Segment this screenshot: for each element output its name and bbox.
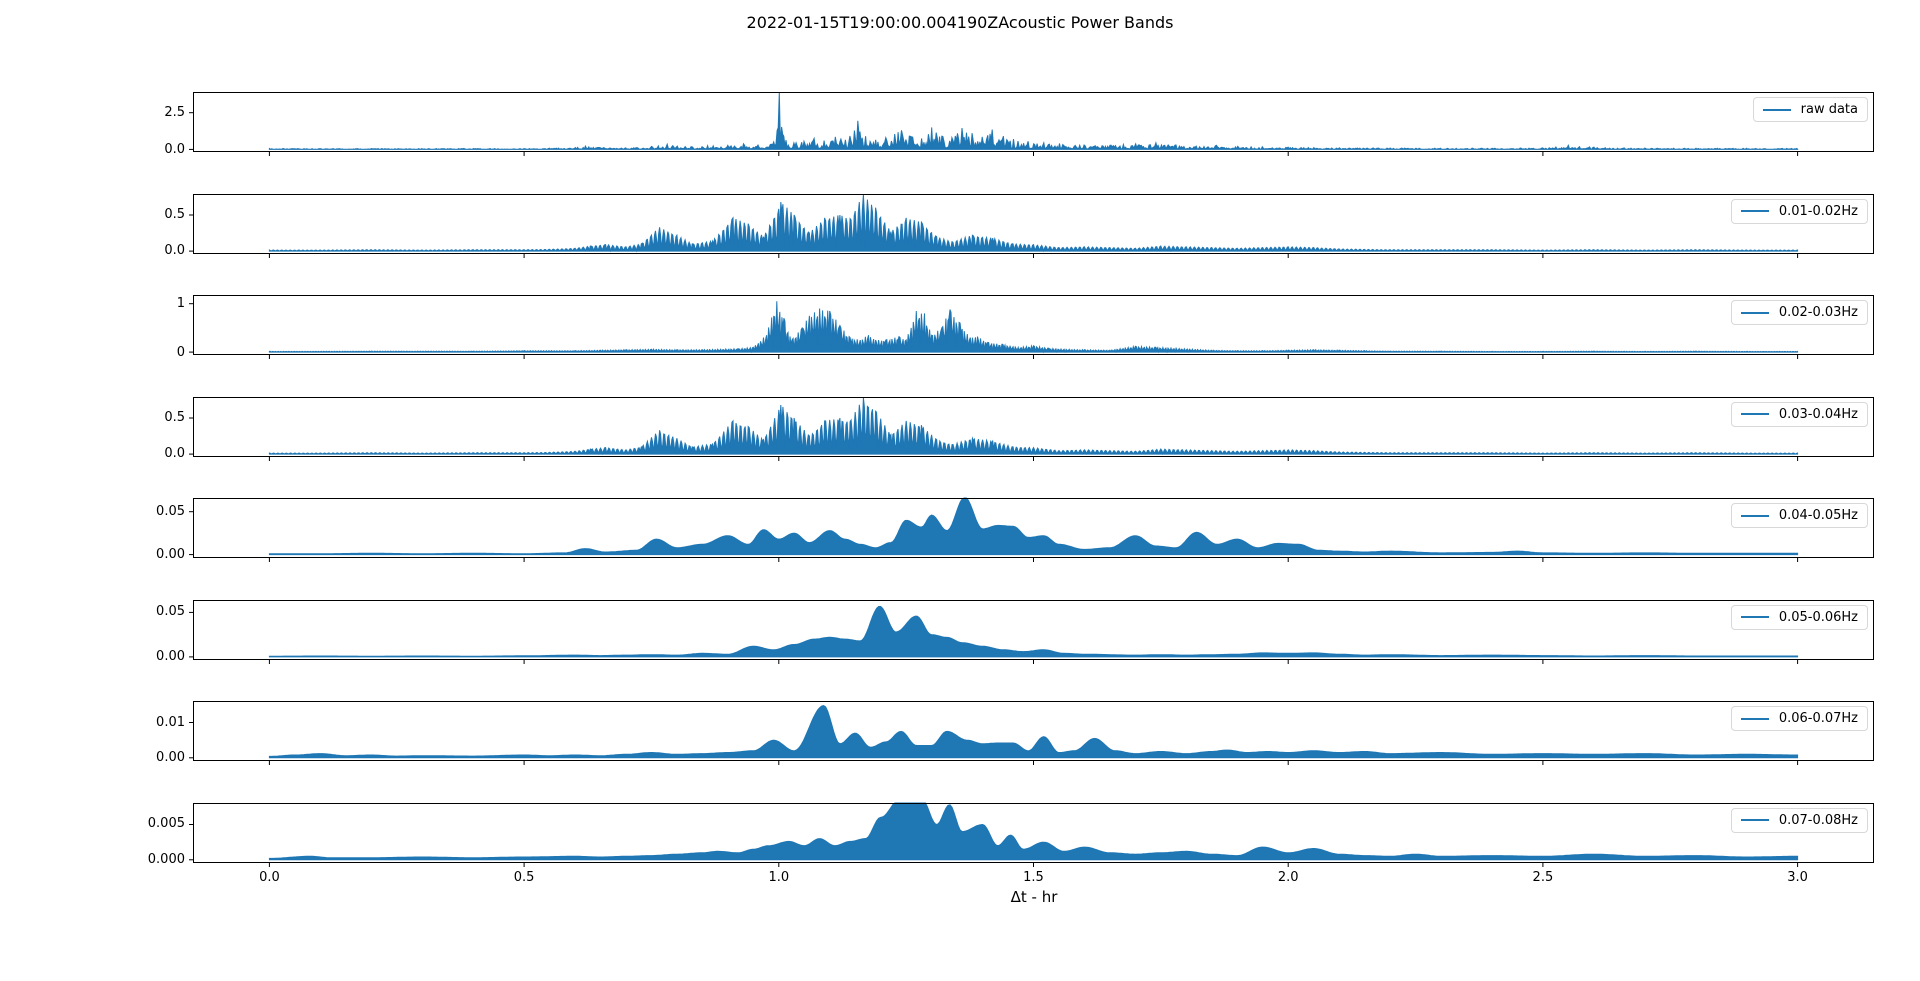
y-tick-label: 0.01 <box>156 715 185 731</box>
x-tick-label: 2.0 <box>1277 869 1299 885</box>
y-tick-label: 1 <box>176 296 185 312</box>
subplot-band-0.06-0.07 <box>189 701 1874 765</box>
legend-line-sample-icon <box>1740 413 1769 415</box>
legend-line-sample-icon <box>1740 210 1769 212</box>
axes-frame <box>193 295 1874 355</box>
legend-label: 0.06-0.07Hz <box>1778 711 1858 726</box>
axes-frame <box>193 599 1874 660</box>
series-raw-data <box>268 91 1799 151</box>
y-tick-label: 0.005 <box>147 816 185 832</box>
x-tick-label: 3.0 <box>1787 869 1808 885</box>
x-tick-label: 1.5 <box>1023 869 1044 885</box>
legend-line-sample-icon <box>1740 311 1769 314</box>
axes-frame <box>193 802 1874 863</box>
legend-line-sample-icon <box>1762 108 1791 111</box>
x-tick-label: 0.5 <box>513 869 535 885</box>
y-tick-label: 0.5 <box>164 206 185 222</box>
y-tick-label: 2.5 <box>164 105 185 121</box>
y-tick-label: 0 <box>176 344 185 360</box>
series-band-0.02-0.03 <box>268 301 1799 354</box>
y-tick-label: 0.00 <box>156 648 185 664</box>
legend-line-sample-icon <box>1740 819 1769 821</box>
x-axis-label: Δt - hr <box>1010 888 1058 906</box>
y-tick-label: 0.00 <box>156 750 185 766</box>
legend-line-sample-icon <box>1740 717 1769 720</box>
y-tick-label: 0.0 <box>164 243 185 259</box>
legend-label: 0.04-0.05Hz <box>1778 508 1858 523</box>
legend-label: 0.01-0.02Hz <box>1778 203 1858 219</box>
legend-label: raw data <box>1800 102 1858 117</box>
series-band-0.06-0.07 <box>268 705 1799 759</box>
legend-label: 0.07-0.08Hz <box>1778 812 1858 828</box>
legend-band-0.04-0.05: 0.04-0.05Hz <box>1730 503 1868 528</box>
series-band-0.04-0.05 <box>268 497 1799 556</box>
legend-band-0.07-0.08: 0.07-0.08Hz <box>1730 807 1868 833</box>
legend-band-0.05-0.06: 0.05-0.06Hz <box>1730 604 1868 630</box>
axes-frame <box>193 396 1874 457</box>
legend-line-sample-icon <box>1740 514 1769 517</box>
legend-label: 0.03-0.04Hz <box>1778 406 1858 422</box>
subplot-band-0.01-0.02 <box>189 193 1874 258</box>
x-tick-label: 2.5 <box>1532 869 1554 885</box>
x-tick-label: 0.0 <box>259 869 280 885</box>
legend-band-0.01-0.02: 0.01-0.02Hz <box>1730 198 1868 224</box>
legend-raw-data: raw data <box>1752 97 1868 122</box>
subplot-raw-data <box>189 91 1874 156</box>
y-tick-label: 0.05 <box>156 504 185 520</box>
series-band-0.03-0.04 <box>268 397 1799 455</box>
y-tick-label: 0.0 <box>164 446 185 462</box>
figure-title: 2022-01-15T19:00:00.004190ZAcoustic Powe… <box>746 13 1174 32</box>
y-tick-label: 0.000 <box>147 851 185 867</box>
y-tick-label: 0.0 <box>164 141 185 157</box>
axes-frame <box>193 92 1874 152</box>
legend-band-0.03-0.04: 0.03-0.04Hz <box>1730 401 1868 427</box>
series-band-0.07-0.08 <box>268 802 1799 860</box>
x-tick-label: 1.0 <box>768 869 790 885</box>
axes-frame <box>193 701 1874 761</box>
legend-line-sample-icon <box>1740 616 1769 618</box>
subplot-band-0.03-0.04 <box>189 396 1874 461</box>
series-band-0.01-0.02 <box>268 194 1799 253</box>
legend-band-0.02-0.03: 0.02-0.03Hz <box>1730 300 1868 325</box>
subplot-band-0.05-0.06 <box>189 599 1874 664</box>
axes-frame <box>193 498 1874 558</box>
legend-band-0.06-0.07: 0.06-0.07Hz <box>1730 706 1868 731</box>
axes-frame <box>193 193 1874 254</box>
y-tick-label: 0.05 <box>156 604 185 620</box>
legend-label: 0.02-0.03Hz <box>1778 305 1858 320</box>
legend-label: 0.05-0.06Hz <box>1778 609 1858 625</box>
subplot-band-0.07-0.08 <box>189 802 1874 867</box>
series-band-0.05-0.06 <box>268 605 1799 657</box>
y-tick-label: 0.00 <box>156 547 185 563</box>
subplot-band-0.04-0.05 <box>189 497 1874 562</box>
subplot-band-0.02-0.03 <box>189 295 1874 359</box>
y-tick-label: 0.5 <box>164 409 185 425</box>
